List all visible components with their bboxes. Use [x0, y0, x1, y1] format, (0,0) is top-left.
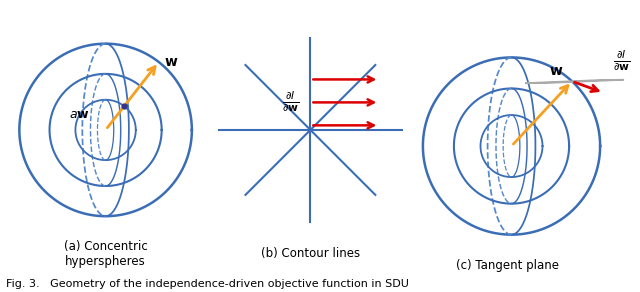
- Text: $a\mathbf{w}$: $a\mathbf{w}$: [69, 108, 90, 121]
- Text: (a) Concentric
hyperspheres: (a) Concentric hyperspheres: [64, 240, 147, 268]
- Text: Fig. 3.   Geometry of the independence-driven objective function in SDU: Fig. 3. Geometry of the independence-dri…: [6, 279, 409, 289]
- Text: $\frac{\partial I}{\partial \mathbf{w}}$: $\frac{\partial I}{\partial \mathbf{w}}$: [613, 48, 631, 73]
- Text: $\mathbf{w}$: $\mathbf{w}$: [164, 55, 178, 69]
- Text: (c) Tangent plane: (c) Tangent plane: [456, 260, 559, 272]
- Text: $\mathbf{w}$: $\mathbf{w}$: [548, 64, 563, 78]
- Text: (b) Contour lines: (b) Contour lines: [261, 248, 360, 260]
- Text: $\frac{\partial I}{\partial \mathbf{w}}$: $\frac{\partial I}{\partial \mathbf{w}}$: [282, 90, 300, 114]
